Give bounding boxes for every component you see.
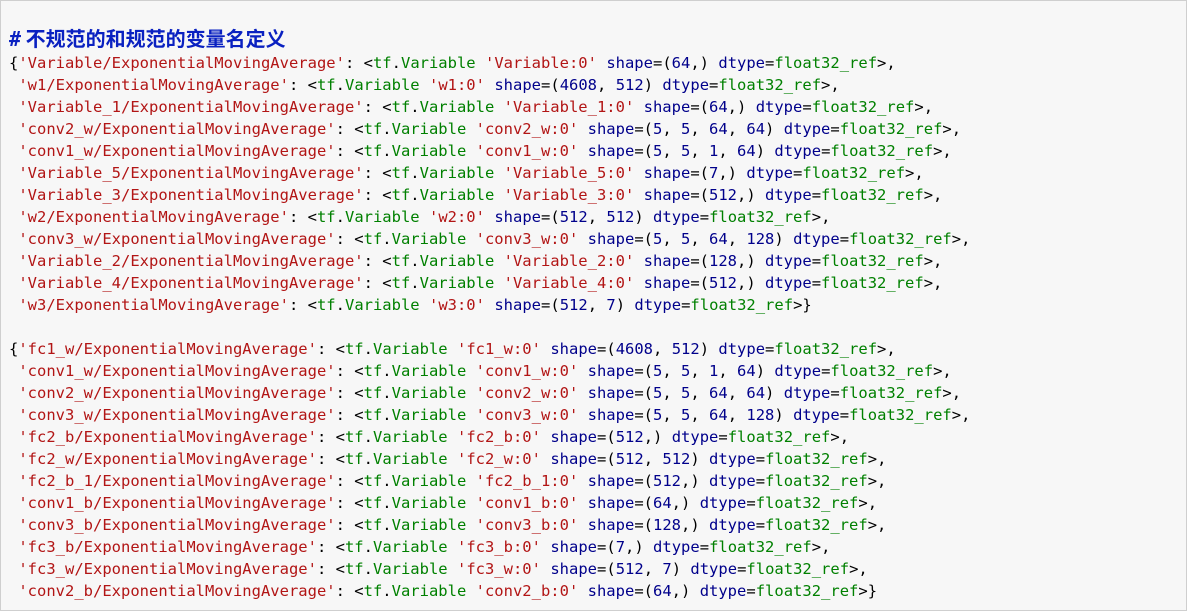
hash-symbol: #: [9, 27, 21, 51]
code-output-block: # 不规范的和规范的变量名定义 {'Variable/ExponentialMo…: [0, 0, 1187, 611]
dict-output: {'Variable/ExponentialMovingAverage': <t…: [9, 54, 970, 600]
heading-cn: 不规范的和规范的变量名定义: [26, 23, 286, 52]
comment-heading: # 不规范的和规范的变量名定义: [9, 32, 286, 50]
